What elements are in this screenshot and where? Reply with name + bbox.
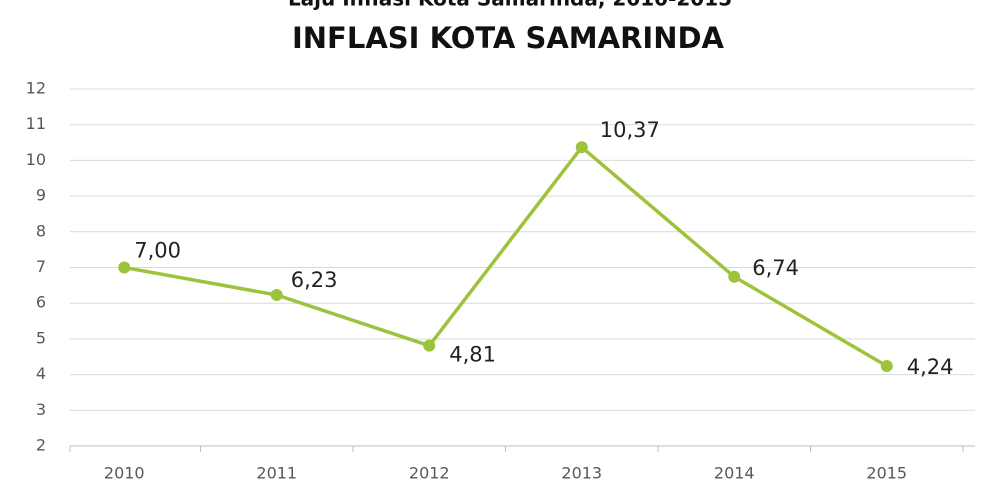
data-label: 6,23	[291, 268, 338, 292]
point	[118, 261, 131, 274]
data-label: 4,81	[449, 343, 496, 367]
x-tick-label: 2014	[714, 464, 755, 483]
y-tick-label: 4	[36, 364, 46, 383]
x-tick-label: 2015	[866, 464, 907, 483]
point	[423, 339, 436, 352]
line	[123, 145, 888, 368]
data-label: 7,00	[134, 239, 181, 263]
y-tick-label: 8	[36, 221, 46, 240]
y-tick-label: 3	[36, 400, 46, 419]
y-tick-label: 7	[36, 257, 46, 276]
y-tick-label: 12	[26, 79, 46, 98]
y-tick-label: 6	[36, 293, 46, 312]
data-label: 6,74	[752, 256, 799, 280]
y-tick-label: 5	[36, 328, 46, 347]
x-tick-label: 2013	[561, 464, 602, 483]
chart-subtitle: Laju Inflasi Kota Samarinda, 2010-2015	[288, 0, 732, 11]
point	[880, 360, 893, 373]
point	[270, 288, 283, 301]
point	[728, 270, 741, 283]
x-tick-label: 2012	[409, 464, 450, 483]
y-tick-label: 9	[36, 186, 46, 205]
x-tick-label: 2011	[256, 464, 297, 483]
x-tick-label: 2010	[104, 464, 145, 483]
y-tick-label: 11	[26, 114, 46, 133]
point	[575, 141, 588, 154]
data-label: 10,37	[600, 118, 660, 142]
y-tick-label: 10	[26, 150, 46, 169]
y-tick-label: 2	[36, 436, 46, 455]
data-label: 4,24	[907, 355, 954, 379]
chart-title: INFLASI KOTA SAMARINDA	[292, 21, 725, 55]
